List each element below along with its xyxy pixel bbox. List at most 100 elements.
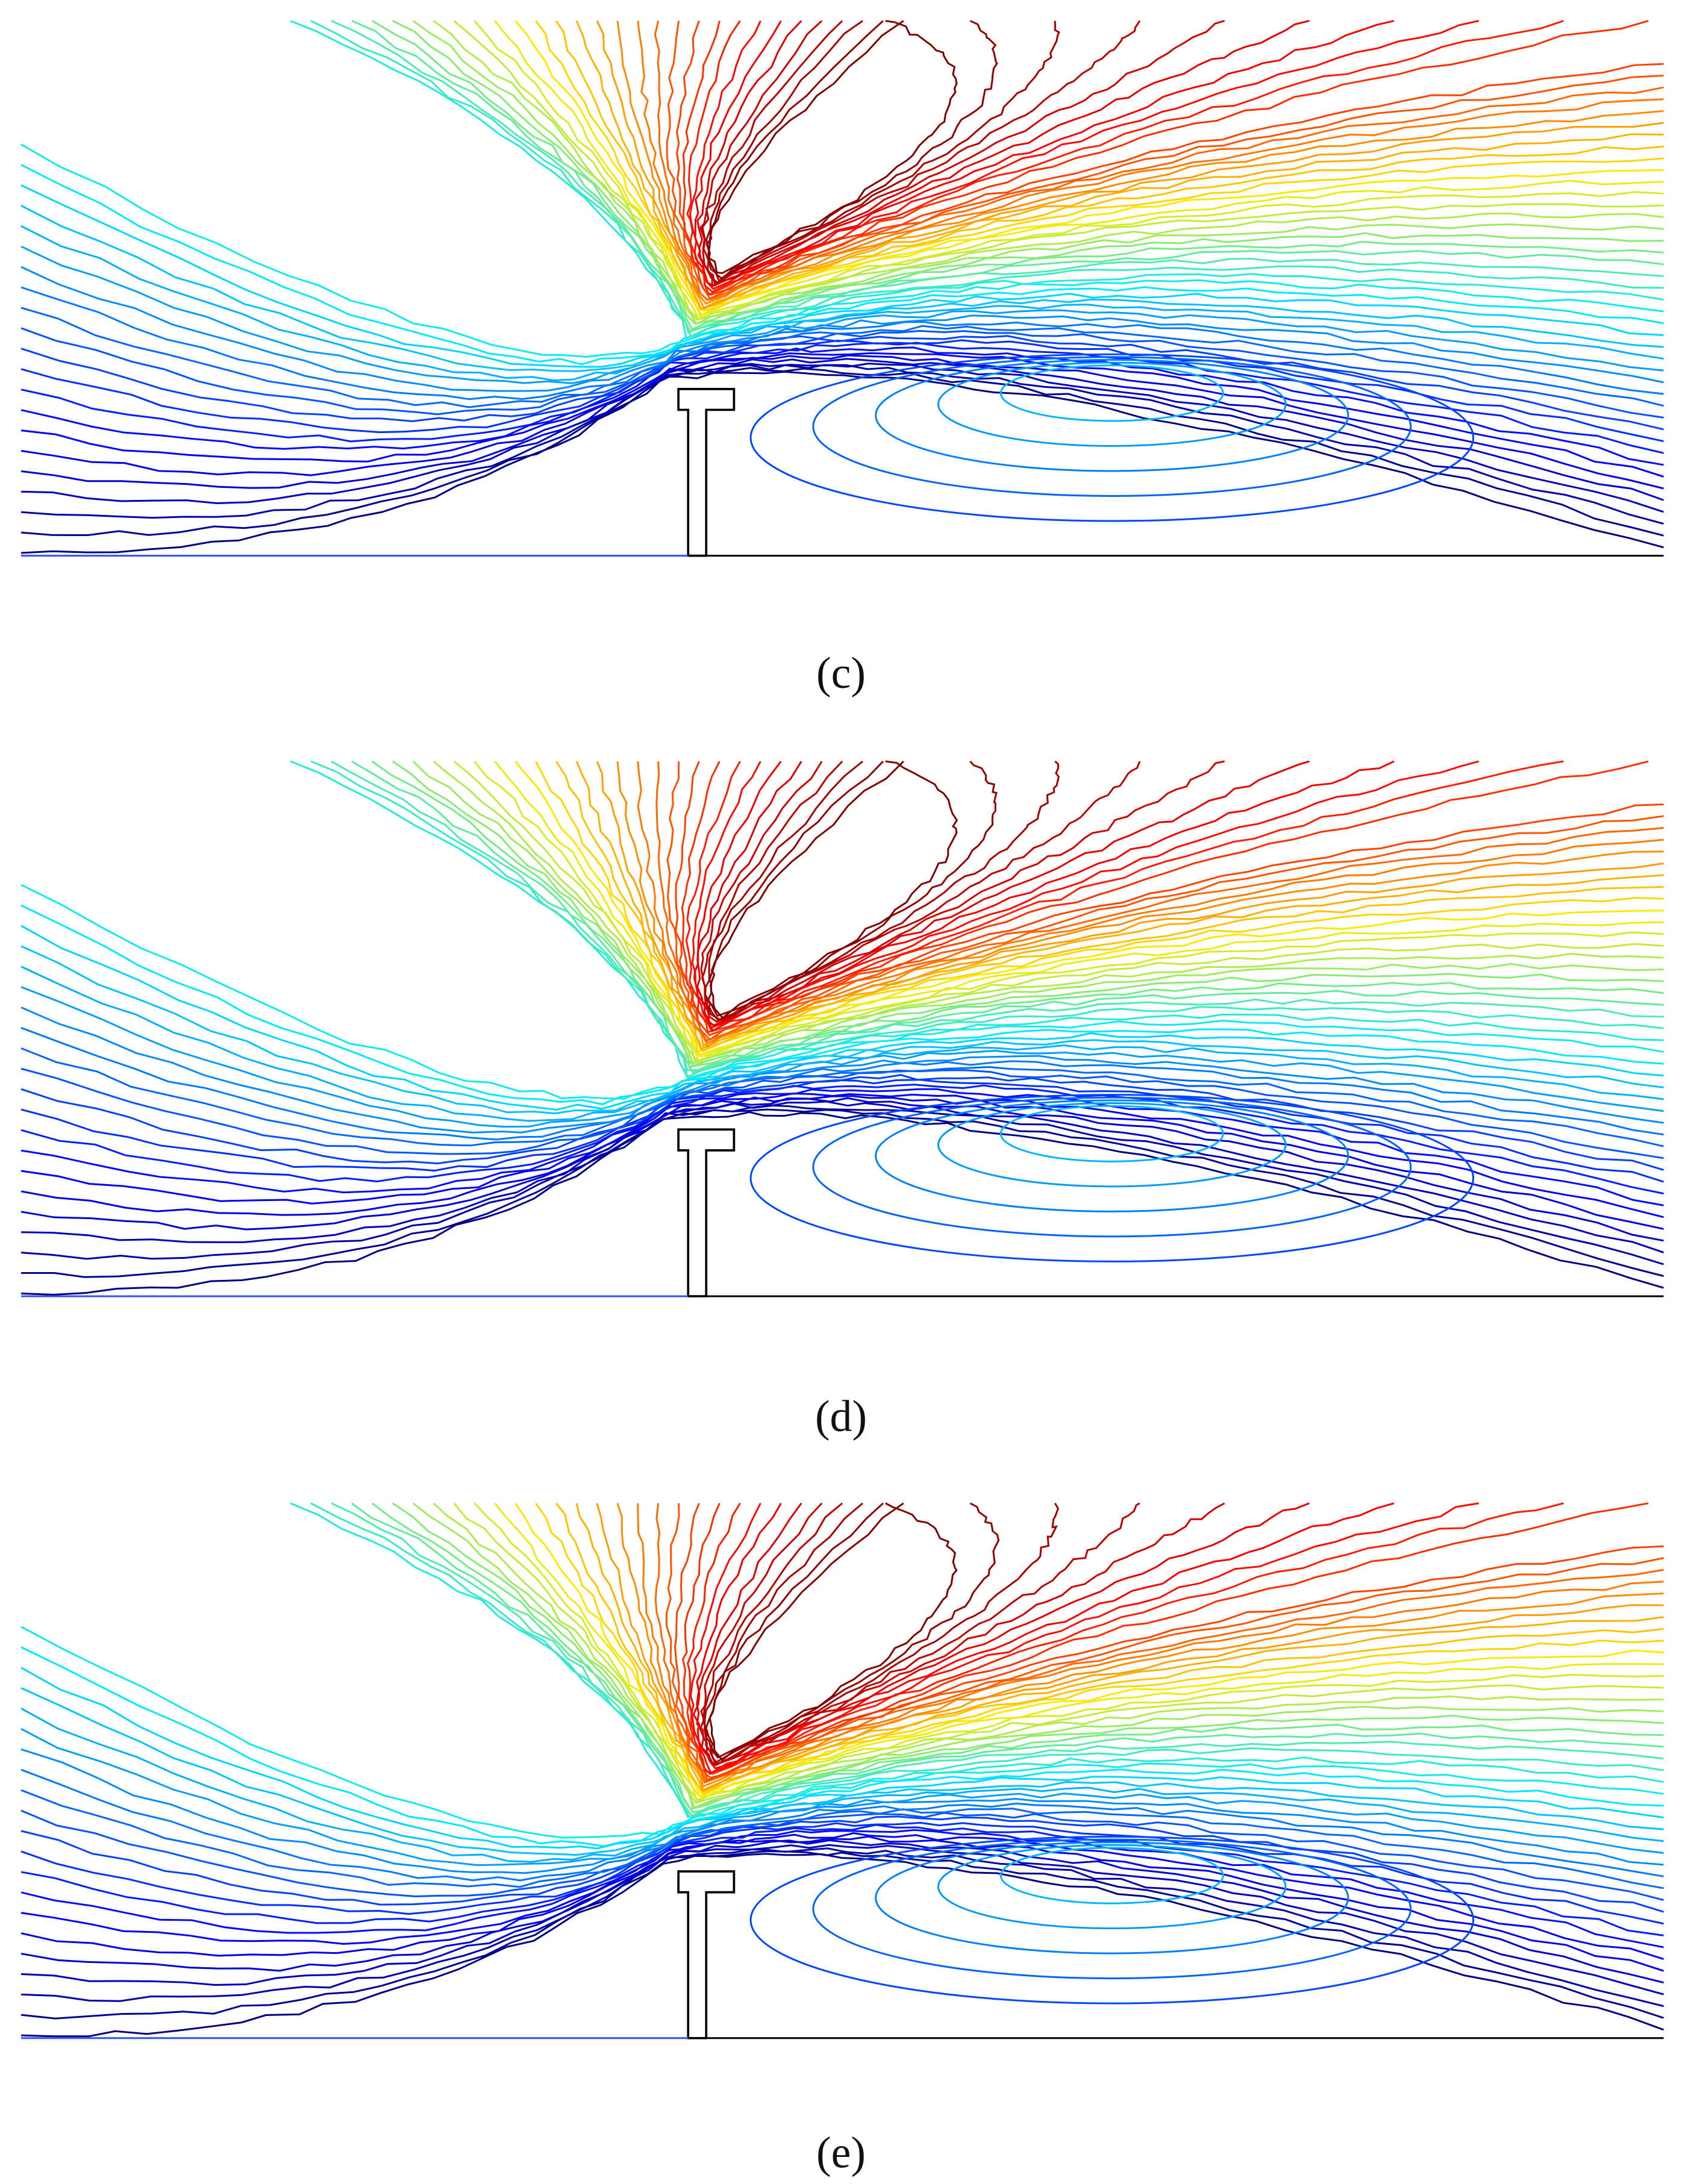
contour-line (704, 1502, 1059, 1764)
contour-line (700, 760, 1225, 1023)
contour-line (351, 1502, 1664, 1814)
contour-line (535, 1502, 1664, 1796)
contour-line (20, 966, 1664, 1122)
contour-line (514, 20, 1664, 317)
panel (20, 20, 1665, 557)
contour-line (20, 1748, 1664, 1874)
contour-line (696, 20, 1310, 288)
contour-line (20, 1728, 1664, 1867)
contour-line (20, 286, 1664, 401)
contour-line (20, 1667, 1664, 1850)
contour-line (433, 1502, 1664, 1804)
contour-line (20, 1088, 1664, 1206)
contour-line (21, 1853, 1665, 2038)
contour-line (654, 1503, 1664, 1784)
contour-line (20, 1027, 1664, 1141)
contour-line (674, 761, 1664, 1037)
contour-line (20, 352, 1664, 478)
contour-line (331, 1502, 1664, 1817)
contour-line (596, 20, 1664, 310)
contour-line (575, 761, 1664, 1050)
contour-line (20, 205, 1664, 372)
contour-line (20, 925, 1664, 1111)
contour-line (707, 20, 958, 275)
contour-line (412, 20, 1664, 325)
contour-line (681, 1502, 1649, 1775)
contour-line (392, 20, 1664, 325)
contour-line (392, 1502, 1664, 1809)
contour-loop (812, 1838, 1412, 1980)
contour-line (685, 760, 1564, 1033)
contour-line (575, 20, 1664, 311)
obstacle (677, 1870, 736, 2039)
contour-line (331, 20, 1664, 334)
contour-line (20, 1084, 1664, 1195)
contour-line (392, 760, 1664, 1067)
contour-loop (999, 364, 1224, 422)
contour-loop (937, 361, 1287, 447)
contour-line (692, 1502, 1395, 1770)
contour-line (21, 1108, 1664, 1278)
contour-line (534, 761, 1664, 1053)
contour-line (20, 1687, 1664, 1856)
contour-line (20, 1047, 1664, 1147)
contour-loop (875, 1099, 1349, 1212)
contour-line (412, 760, 1664, 1064)
contour-line (20, 1093, 1664, 1218)
contour-line (371, 760, 1664, 1069)
contour-line (474, 761, 1664, 1062)
contour-line (20, 307, 1664, 408)
contour-line (514, 761, 1664, 1057)
contour-line (665, 1503, 1664, 1779)
contour-line (705, 1502, 1000, 1759)
contour-line (494, 1502, 1664, 1798)
contour-line (453, 760, 1664, 1064)
contour-loop (812, 356, 1412, 497)
contour-line (20, 1839, 1664, 1983)
contour-loop (937, 1102, 1287, 1188)
contour-line (708, 1502, 958, 1762)
contour-line (682, 20, 1649, 296)
contour-line (693, 760, 1395, 1029)
contour-loop (999, 1847, 1224, 1905)
contour-line (637, 761, 1664, 1044)
contour-line (351, 20, 1664, 332)
contour-line (351, 760, 1664, 1074)
contour-line (20, 339, 1664, 443)
contour-line (696, 1502, 1310, 1767)
contour-line (20, 1850, 1664, 2020)
contour-line (616, 1503, 1664, 1788)
contour-loop (875, 358, 1349, 472)
contour-line (699, 20, 1225, 285)
contour-loop (749, 353, 1475, 522)
contour-line (681, 760, 1649, 1034)
contour-line (20, 327, 1664, 419)
contour-line (689, 20, 1480, 290)
contour-line (696, 760, 1310, 1026)
contour-line (474, 1502, 1664, 1802)
contour-line (20, 1789, 1664, 1889)
contour-line (689, 1502, 1479, 1774)
contour-line (20, 225, 1664, 382)
contour-line (433, 20, 1664, 321)
panel (20, 1502, 1665, 2039)
contour-line (474, 20, 1664, 318)
contour-line (555, 1502, 1664, 1793)
contour-line (666, 761, 1664, 1041)
contour-line (453, 20, 1664, 321)
contour-line (691, 760, 1480, 1032)
contour-line (290, 1502, 1664, 1818)
contour-line (494, 20, 1664, 318)
contour-line (20, 1809, 1664, 1901)
contour-loop (812, 1096, 1412, 1238)
contour-line (676, 20, 1664, 296)
contour-line (701, 20, 1141, 284)
contour-line (20, 1835, 1664, 1972)
contour-loop (875, 1841, 1349, 1955)
panel-label: (e) (816, 2127, 866, 2177)
contour-line (514, 1502, 1664, 1798)
contour-line (412, 1502, 1664, 1810)
contour-line (20, 904, 1664, 1106)
contour-line (371, 20, 1664, 331)
